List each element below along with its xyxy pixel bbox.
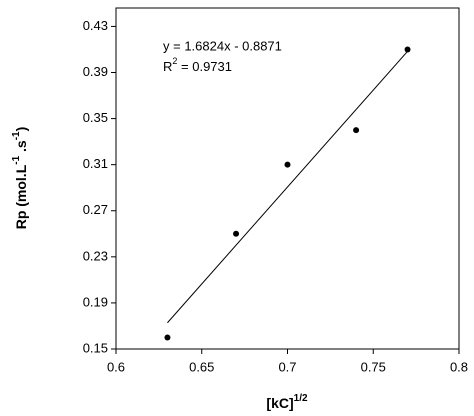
y-tick-label: 0.35 (83, 110, 108, 125)
data-point (233, 230, 240, 237)
data-point (404, 46, 411, 53)
y-tick-label: 0.43 (83, 18, 108, 33)
x-title-sup: 1/2 (294, 393, 308, 404)
y-tick-label: 0.39 (83, 64, 108, 79)
trendline (167, 50, 408, 324)
r-squared: R2 = 0.9731 (163, 56, 232, 74)
x-tick-label: 0.7 (278, 359, 296, 374)
x-tick-label: 0.8 (450, 359, 468, 374)
y-title-part: Rp (mol.L (13, 164, 29, 229)
y-tick-label: 0.31 (83, 156, 108, 171)
y-title-part: ) (13, 127, 29, 132)
r2-sup: 2 (172, 56, 177, 66)
data-point (164, 334, 171, 341)
x-tick-label: 0.6 (107, 359, 125, 374)
y-tick-label: 0.19 (83, 294, 108, 309)
x-tick-label: 0.65 (189, 359, 214, 374)
r2-base: R (163, 59, 172, 74)
x-tick-label: 0.75 (361, 359, 386, 374)
y-title-part: .s (13, 140, 29, 156)
equation: y = 1.6824x - 0.8871 (163, 38, 282, 53)
y-title-sup: -1 (11, 155, 22, 164)
x-title-base: [kC] (266, 395, 293, 411)
data-point (353, 127, 360, 134)
y-title-sup: -1 (11, 131, 22, 140)
x-axis-title: [kC]1/2 (266, 393, 308, 411)
y-tick-label: 0.27 (83, 202, 108, 217)
r2-rest: = 0.9731 (177, 59, 232, 74)
y-axis-title: Rp (mol.L-1 .s-1) (11, 127, 29, 230)
y-tick-label: 0.15 (83, 340, 108, 355)
data-point (284, 161, 291, 168)
y-tick-label: 0.23 (83, 248, 108, 263)
